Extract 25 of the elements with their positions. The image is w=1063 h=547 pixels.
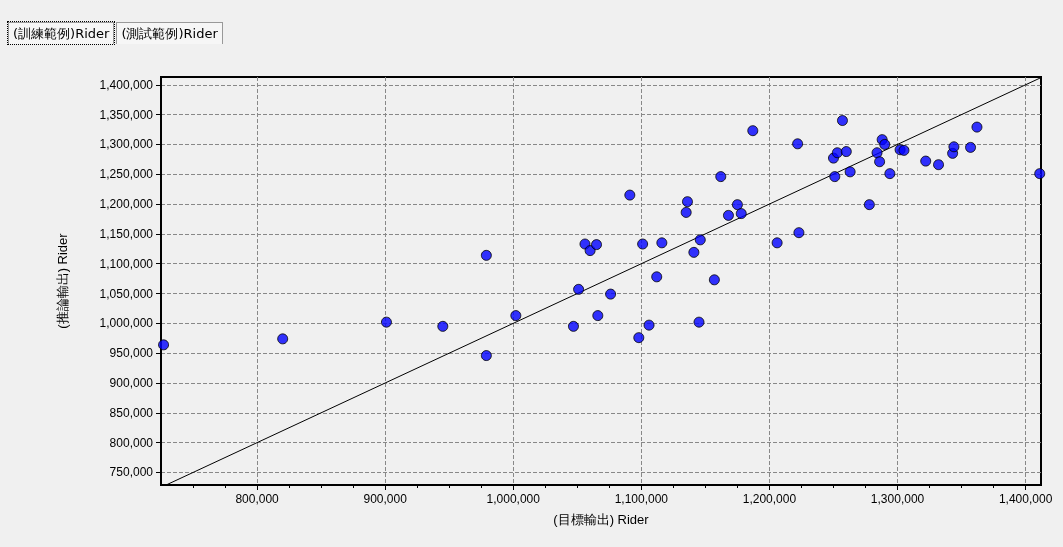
y-tick-label: 1,250,000: [99, 167, 154, 182]
x-tick-label: 1,000,000: [486, 492, 541, 506]
x-tick-label: 1,300,000: [870, 492, 925, 506]
y-tick-label: 1,300,000: [99, 137, 154, 152]
x-axis-title: (目標輸出) Rider: [553, 512, 650, 527]
y-tick-label: 1,100,000: [99, 256, 154, 271]
y-tick-label: 850,000: [109, 405, 154, 420]
text: (測試範例)Rider: [116, 22, 223, 44]
y-tick-label: 1,200,000: [99, 197, 154, 212]
y-tick-label: 800,000: [109, 435, 154, 450]
y-tick-label: 1,000,000: [99, 316, 154, 331]
x-tick-label: 1,200,000: [742, 492, 797, 506]
x-tick-label: 800,000: [235, 492, 280, 506]
y-tick-label: 900,000: [109, 376, 154, 390]
y-tick-label: 1,150,000: [99, 226, 154, 241]
x-tick-label: 1,400,000: [998, 492, 1053, 506]
y-tick-label: 950,000: [109, 346, 154, 361]
y-axis-title: (推論輸出) Rider: [55, 232, 70, 329]
y-tick-label: 1,050,000: [99, 286, 154, 301]
text: (訓練範例)Rider: [8, 22, 115, 44]
y-tick-label: 750,000: [109, 465, 154, 480]
y-tick-label: 1,350,000: [99, 107, 154, 122]
x-tick-label: 1,100,000: [614, 492, 669, 506]
x-tick-label: 900,000: [363, 492, 408, 506]
y-tick-label: 1,400,000: [99, 77, 154, 92]
